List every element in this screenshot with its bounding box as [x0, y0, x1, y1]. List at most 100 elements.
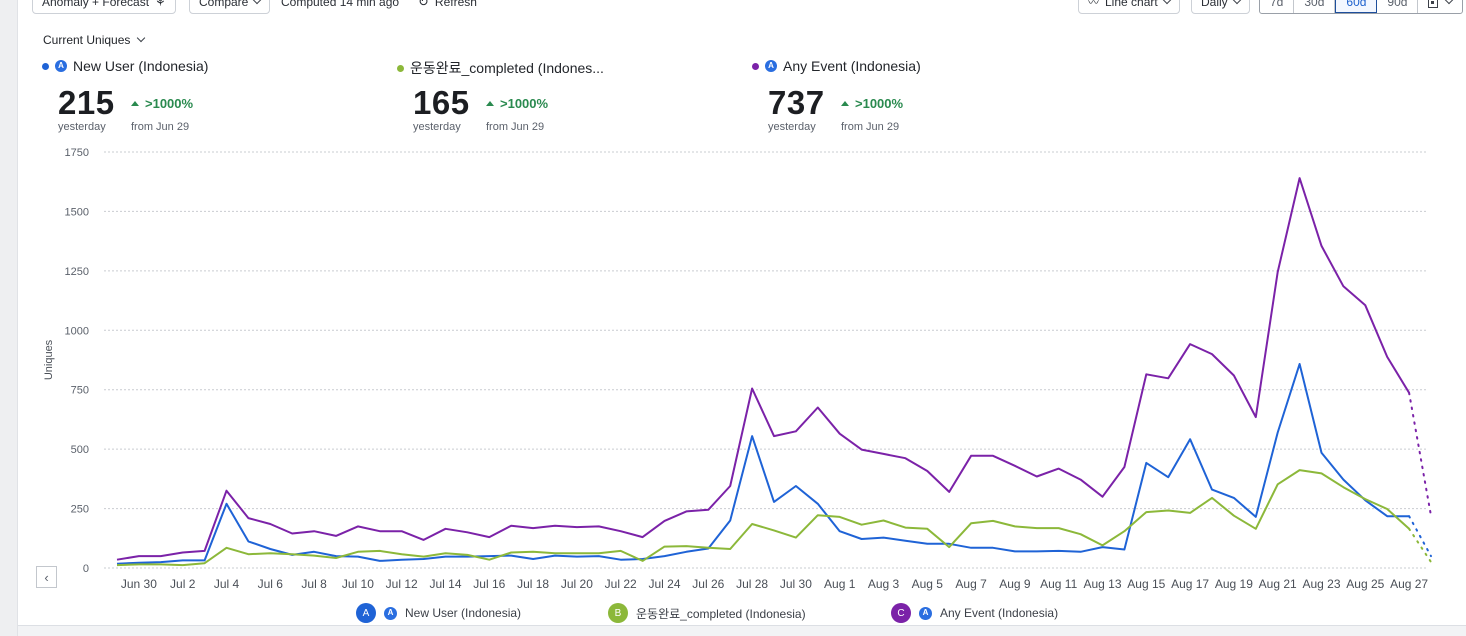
- x-tick-label: Jul 8: [301, 577, 327, 591]
- series-color-dot: [42, 62, 49, 70]
- chart-toolbar: Anomaly + Forecast ⚘ Compare Computed 14…: [18, 0, 1466, 14]
- summary-card-value: 215: [58, 84, 115, 121]
- delta-caption: from Jun 29: [486, 121, 545, 133]
- chart-type-dropdown[interactable]: 〰 Line chart: [1078, 0, 1180, 14]
- collapse-sidebar-button[interactable]: ‹: [36, 566, 57, 588]
- legend-label: 운동완료_completed (Indonesia): [636, 606, 806, 621]
- series-color-dot: [397, 64, 404, 72]
- arrow-up-icon: [841, 101, 849, 106]
- x-tick-label: Aug 11: [1040, 577, 1077, 591]
- x-tick-label: Aug 27: [1390, 577, 1428, 591]
- summary-card-new-user[interactable]: A New User (Indonesia) 215 >1000% yester…: [42, 58, 209, 133]
- chevron-left-icon: ‹: [44, 569, 49, 585]
- delta-caption: from Jun 29: [841, 121, 900, 133]
- legend-badge: B: [608, 603, 628, 623]
- series-color-dot: [752, 62, 759, 70]
- series-line-1: [116, 363, 1410, 565]
- legend-label: Any Event (Indonesia): [940, 606, 1059, 620]
- x-tick-label: Aug 13: [1083, 577, 1121, 591]
- refresh-icon: ↻: [418, 0, 429, 9]
- x-tick-label: Aug 21: [1259, 577, 1297, 591]
- summary-card-delta: >1000%: [131, 96, 193, 111]
- y-tick-label: 1250: [65, 266, 89, 278]
- anomaly-forecast-button[interactable]: Anomaly + Forecast ⚘: [32, 0, 176, 14]
- series-forecast-1: [1408, 515, 1432, 558]
- value-caption: yesterday: [768, 121, 816, 133]
- x-tick-label: Jul 16: [473, 577, 505, 591]
- range-30d[interactable]: 30d: [1294, 0, 1336, 13]
- legend-badge: A: [356, 603, 376, 623]
- x-tick-label: Aug 17: [1171, 577, 1209, 591]
- summary-card-delta: >1000%: [486, 96, 548, 111]
- interval-label: Daily: [1201, 0, 1228, 9]
- x-tick-label: Aug 25: [1346, 577, 1384, 591]
- event-icon: A: [919, 606, 932, 620]
- x-tick-label: Jul 22: [605, 577, 637, 591]
- y-tick-label: 250: [71, 504, 89, 516]
- delta-text: >1000%: [855, 96, 904, 111]
- legend-item-b[interactable]: B 운동완료_completed (Indonesia): [608, 603, 806, 623]
- chart-panel: Anomaly + Forecast ⚘ Compare Computed 14…: [18, 0, 1466, 626]
- calendar-range-dropdown[interactable]: [1418, 0, 1462, 13]
- legend-item-c[interactable]: C A Any Event (Indonesia): [891, 603, 1058, 623]
- range-90d[interactable]: 90d: [1377, 0, 1419, 13]
- summary-card-title: Any Event (Indonesia): [783, 58, 921, 74]
- series-line-3: [116, 177, 1410, 561]
- x-tick-label: Aug 1: [824, 577, 856, 591]
- x-tick-label: Aug 23: [1302, 577, 1340, 591]
- x-tick-label: Aug 9: [999, 577, 1031, 591]
- range-60d[interactable]: 60d: [1335, 0, 1378, 13]
- value-caption: yesterday: [58, 121, 106, 133]
- x-tick-label: Aug 15: [1127, 577, 1165, 591]
- metric-selector-label: Current Uniques: [43, 33, 131, 47]
- x-tick-label: Jul 24: [648, 577, 680, 591]
- series-line-2: [116, 469, 1410, 567]
- x-tick-label: Jul 30: [780, 577, 812, 591]
- summary-card-value: 165: [413, 84, 470, 121]
- summary-card-delta: >1000%: [841, 96, 903, 111]
- compare-label: Compare: [199, 0, 249, 9]
- summary-card-title: 운동완료_completed (Indones...: [410, 60, 604, 76]
- line-chart-icon: 〰: [1088, 0, 1099, 9]
- y-axis-ticks: 0 250 500 750 1000 1250 1500 1750: [65, 147, 89, 575]
- grid-lines: [104, 151, 1428, 569]
- y-tick-label: 500: [71, 444, 89, 456]
- y-tick-label: 0: [83, 563, 89, 575]
- anomaly-forecast-label: Anomaly + Forecast: [42, 0, 150, 9]
- range-7d[interactable]: 7d: [1260, 0, 1295, 13]
- sparkle-icon: ⚘: [155, 0, 166, 9]
- computed-text: Computed 14 min ago: [281, 0, 400, 9]
- y-tick-label: 1500: [65, 206, 89, 218]
- interval-dropdown[interactable]: Daily: [1191, 0, 1250, 14]
- refresh-label: Refresh: [434, 0, 477, 9]
- legend-label: New User (Indonesia): [405, 606, 522, 620]
- series-lines: [116, 177, 1432, 567]
- y-tick-label: 1000: [65, 325, 89, 337]
- x-tick-label: Jul 14: [429, 577, 461, 591]
- chart-type-label: Line chart: [1105, 0, 1158, 9]
- x-tick-label: Jul 28: [736, 577, 768, 591]
- x-tick-label: Aug 5: [912, 577, 944, 591]
- arrow-up-icon: [131, 101, 139, 106]
- x-tick-label: Aug 7: [955, 577, 987, 591]
- x-axis-ticks: Jun 30 Jul 2 Jul 4 Jul 6 Jul 8 Jul 10 Jul 12 Ju…: [121, 577, 1429, 591]
- left-rail: [0, 0, 18, 636]
- x-tick-label: Jul 12: [386, 577, 418, 591]
- delta-text: >1000%: [145, 96, 194, 111]
- x-tick-label: Jul 18: [517, 577, 549, 591]
- summary-card-completed[interactable]: 운동완료_completed (Indones... 165 >1000% ye…: [397, 58, 604, 133]
- range-selector: 7d 30d 60d 90d: [1259, 0, 1464, 14]
- series-forecast-2: [1408, 527, 1432, 564]
- calendar-icon: [1428, 0, 1439, 8]
- summary-card-value: 737: [768, 84, 825, 121]
- legend-item-a[interactable]: A A New User (Indonesia): [356, 603, 521, 623]
- series-forecast-3: [1408, 391, 1432, 517]
- x-tick-label: Jul 4: [214, 577, 240, 591]
- summary-card-title: New User (Indonesia): [73, 58, 209, 74]
- compare-dropdown[interactable]: Compare: [189, 0, 271, 14]
- summary-card-any-event[interactable]: A Any Event (Indonesia) 737 >1000% yeste…: [752, 58, 921, 133]
- metric-selector[interactable]: Current Uniques: [43, 33, 146, 47]
- refresh-button[interactable]: ↻ Refresh: [418, 0, 477, 14]
- y-tick-label: 750: [71, 385, 89, 397]
